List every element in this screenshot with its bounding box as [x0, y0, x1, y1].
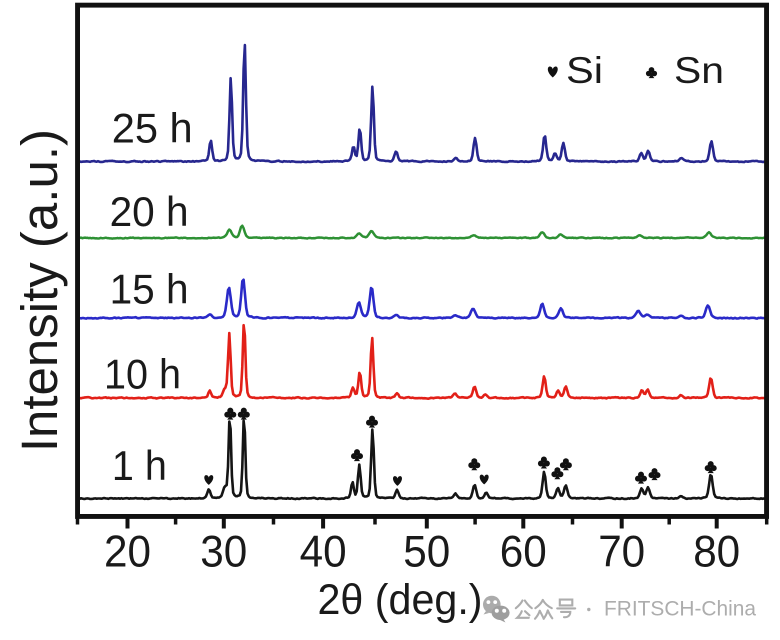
svg-text:60: 60: [500, 528, 547, 577]
svg-text:FRITSCH-China: FRITSCH-China: [604, 597, 756, 621]
svg-text:80: 80: [693, 528, 740, 577]
svg-text:15 h: 15 h: [110, 266, 189, 313]
svg-text:30: 30: [200, 528, 247, 577]
svg-text:1 h: 1 h: [112, 442, 167, 489]
svg-text:25 h: 25 h: [112, 105, 193, 152]
svg-text:20 h: 20 h: [110, 188, 189, 235]
svg-text:Sn: Sn: [674, 49, 724, 91]
svg-text:10 h: 10 h: [104, 351, 181, 398]
svg-text:20: 20: [104, 528, 151, 577]
svg-text:50: 50: [403, 528, 450, 577]
svg-text:2θ (deg.): 2θ (deg.): [318, 576, 483, 624]
svg-text:40: 40: [300, 528, 347, 577]
svg-text:Si: Si: [566, 49, 603, 91]
svg-text:70: 70: [598, 528, 645, 577]
svg-text:Intensity (a.u.): Intensity (a.u.): [11, 129, 68, 452]
